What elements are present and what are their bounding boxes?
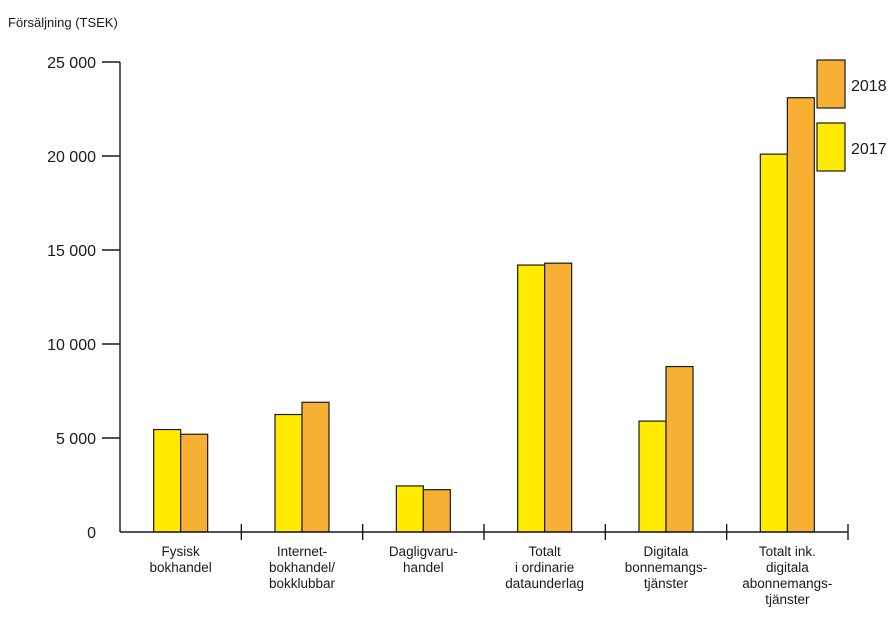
x-category-label-line: Fysisk (162, 544, 200, 559)
y-tick-label: 20 000 (47, 149, 96, 166)
x-category-label-line: Totalt (529, 544, 562, 559)
x-category-label-line: i ordinarie (515, 560, 574, 575)
legend-swatch-2018 (816, 59, 846, 109)
x-category-label: Digitala bonnemangs-tjänster (625, 544, 708, 591)
legend-label: 2018 (851, 78, 887, 95)
bar-2018 (665, 365, 694, 533)
y-axis-title: Försäljning (TSEK) (8, 15, 118, 30)
x-category-label-line: tjänster (644, 576, 689, 591)
y-tick-label: 25 000 (47, 55, 96, 72)
x-category-label: Fysisk bokhandel (150, 544, 212, 575)
x-category-label-line: bokhandel/ (269, 560, 335, 575)
x-category-label: Totalt ink. digitala abonnemangs-tjänster (742, 544, 832, 607)
x-category-label-line: digitala (766, 560, 809, 575)
y-tick-label: 0 (87, 525, 96, 542)
x-category-label-line: Internet- (277, 544, 327, 559)
x-category-label-line: dataunderlag (505, 576, 584, 591)
x-category-label-line: Totalt ink. (759, 544, 816, 559)
y-tick-label: 5 000 (56, 431, 96, 448)
x-category-label-line: bokhandel (150, 560, 212, 575)
x-category-label-line: bonnemangs- (625, 560, 708, 575)
x-category-label-line: Digitala (643, 544, 689, 559)
bar-2018 (180, 433, 209, 533)
bar-2018 (544, 262, 573, 533)
x-category-label-line: abonnemangs- (742, 576, 832, 591)
bar-2018 (301, 401, 330, 533)
bar-2018 (786, 97, 815, 533)
bar-2017 (153, 428, 182, 533)
x-category-label-line: bokklubbar (269, 576, 336, 591)
legend-label: 2017 (851, 141, 887, 158)
x-category-label: Internet-bokhandel/bokklubbar (269, 544, 336, 591)
x-category-label-line: handel (403, 560, 444, 575)
bars (153, 97, 815, 533)
bar-2017 (517, 264, 546, 533)
y-axis: 0 5 000 10 000 15 000 20 000 25 000 (47, 55, 121, 542)
y-tick-label: 10 000 (47, 337, 96, 354)
x-category-label: Totalt i ordinarie dataunderlag (505, 544, 584, 591)
x-category-label: Dagligvaru-handel (389, 544, 458, 575)
bar-2017 (395, 485, 424, 533)
legend-swatch-2017 (816, 122, 846, 172)
x-category-label-line: tjänster (765, 592, 810, 607)
x-category-label-line: Dagligvaru- (389, 544, 458, 559)
legend: 2018 2017 (816, 59, 887, 172)
bar-2018 (422, 489, 451, 533)
x-axis: Fysisk bokhandel Internet-bokhandel/bokklu… (120, 524, 849, 607)
bar-2017 (274, 413, 303, 533)
y-tick-label: 15 000 (47, 243, 96, 260)
bar-2017 (638, 420, 667, 533)
bar-2017 (759, 153, 788, 533)
